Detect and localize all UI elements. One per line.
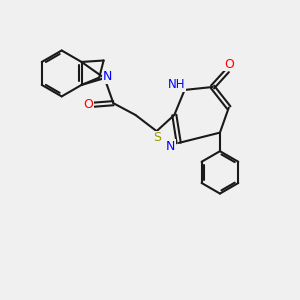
Text: NH: NH [168,78,185,91]
Text: N: N [103,70,112,83]
Text: S: S [153,131,160,144]
Text: O: O [83,98,93,111]
Text: N: N [166,140,175,153]
Text: O: O [224,58,234,71]
